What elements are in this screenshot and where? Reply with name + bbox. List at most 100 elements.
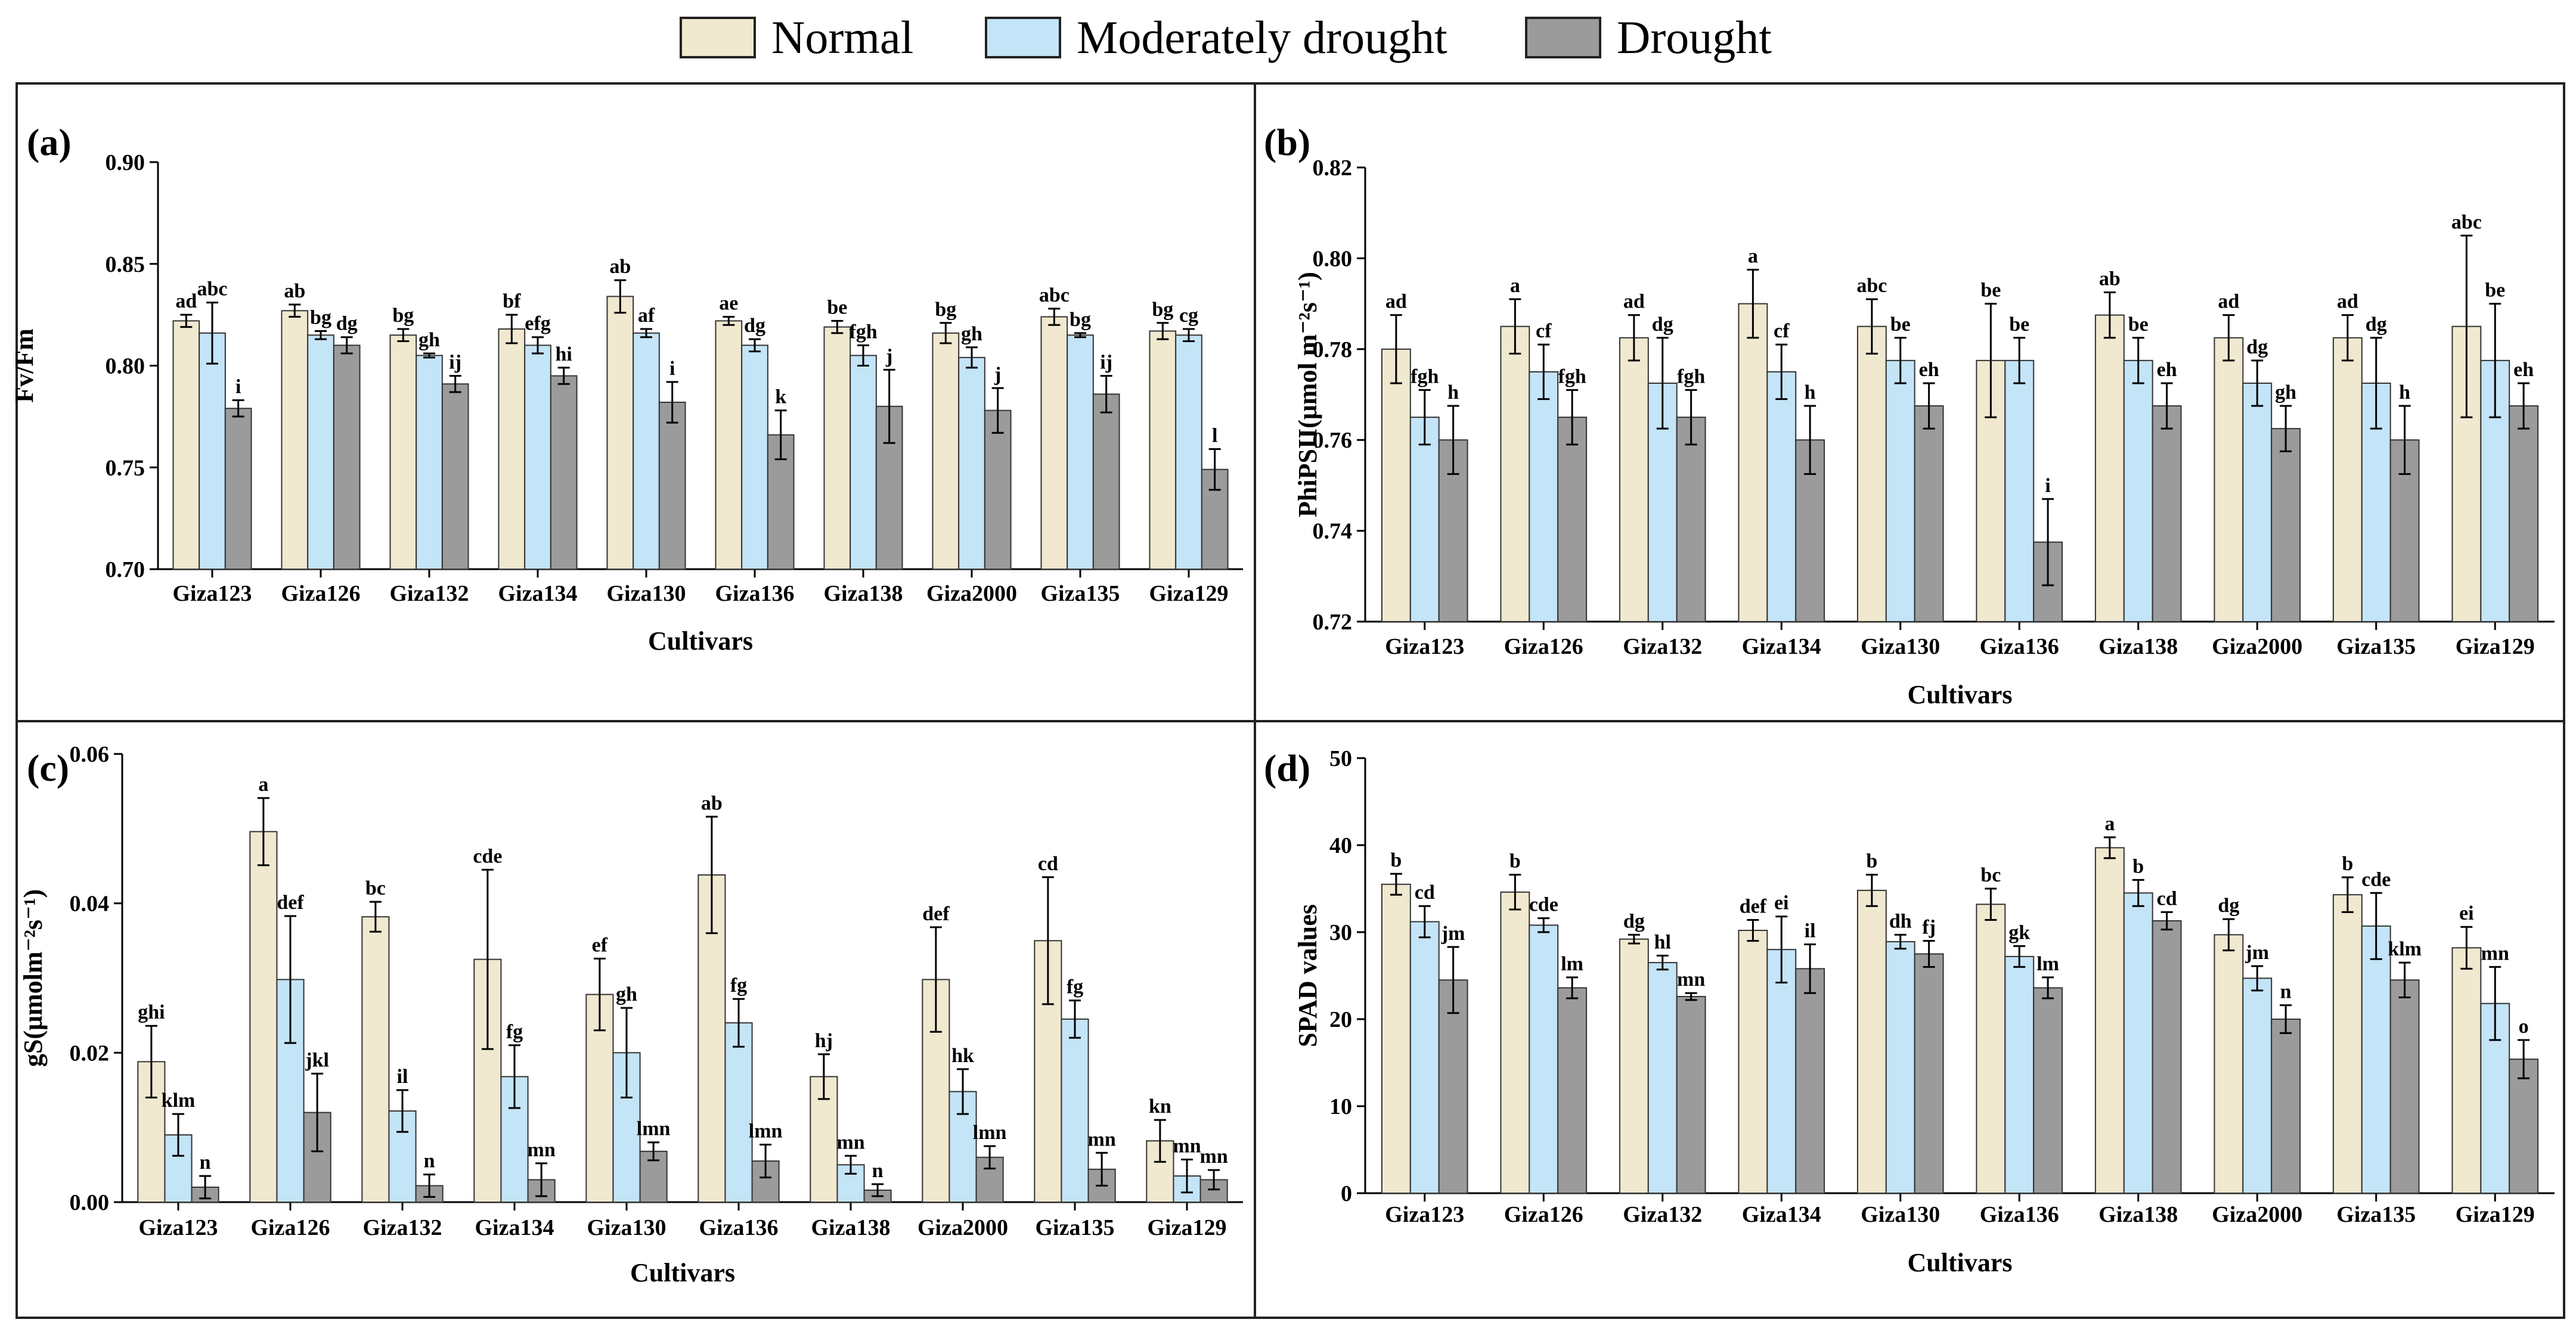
- significance-letter: be: [827, 296, 847, 318]
- x-tick-label: Giza135: [1036, 1215, 1115, 1240]
- significance-letter: ad: [2218, 291, 2239, 313]
- bar: [1619, 337, 1649, 622]
- significance-letter: lm: [1561, 953, 1583, 975]
- legend-label-drought: Drought: [1617, 11, 1772, 63]
- bar: [612, 1052, 641, 1203]
- x-tick-label: Giza132: [1623, 634, 1702, 659]
- bar: [1885, 941, 1915, 1194]
- x-axis-label: Cultivars: [630, 1258, 735, 1287]
- significance-letter: be: [2485, 280, 2505, 302]
- significance-letter: lmn: [749, 1120, 783, 1142]
- x-tick-label: Giza123: [139, 1215, 218, 1240]
- bar: [224, 408, 252, 570]
- y-axis-label: gS(μmolm⁻²s⁻¹): [18, 889, 48, 1067]
- x-tick-label: Giza134: [1742, 634, 1821, 659]
- bar: [724, 1022, 753, 1203]
- bar: [1500, 325, 1530, 622]
- bar: [2123, 892, 2153, 1194]
- significance-letter: eh: [1919, 359, 1939, 381]
- significance-letter: kn: [1149, 1095, 1171, 1118]
- x-tick-label: Giza132: [390, 581, 469, 606]
- significance-letter: b: [1390, 849, 1402, 871]
- x-tick-label: Giza123: [1385, 1202, 1464, 1227]
- x-tick-label: Giza138: [824, 581, 903, 606]
- bar: [1647, 962, 1678, 1194]
- bar: [1067, 334, 1094, 570]
- legend-swatch-drought: [1525, 17, 1601, 58]
- y-tick-label: 0.04: [70, 892, 110, 917]
- significance-letter: abc: [1039, 284, 1070, 306]
- significance-letter: ab: [284, 280, 305, 302]
- y-tick-label: 0.74: [1313, 519, 1353, 544]
- bar: [2242, 382, 2273, 622]
- significance-letter: dh: [1889, 910, 1912, 932]
- bar: [172, 320, 200, 570]
- significance-letter: hj: [815, 1030, 833, 1052]
- bar: [658, 401, 686, 570]
- significance-letter: ef: [592, 934, 608, 956]
- bar: [2123, 359, 2153, 622]
- significance-letter: fgh: [1411, 365, 1439, 387]
- significance-letter: fg: [506, 1021, 523, 1043]
- significance-letter: bf: [503, 290, 521, 312]
- panel-a: (a) 0.70 0.75 0.80 0.85 0.90 Fv/Fm Cultivars Giz…: [10, 121, 1243, 656]
- significance-letter: fgh: [849, 321, 877, 343]
- bar: [984, 409, 1012, 570]
- significance-letter: cd: [1038, 853, 1058, 875]
- y-tick-label: 10: [1329, 1094, 1352, 1119]
- x-axis-label: Cultivars: [648, 626, 753, 656]
- bar: [1409, 921, 1440, 1194]
- significance-letter: def: [1740, 896, 1767, 918]
- significance-letter: abc: [197, 278, 228, 300]
- significance-letter: dg: [1652, 313, 1673, 336]
- x-tick-label: Giza136: [699, 1215, 779, 1240]
- bar: [932, 332, 960, 570]
- significance-letter: n: [872, 1160, 884, 1182]
- significance-letter: a: [2104, 813, 2115, 835]
- significance-letter: ab: [701, 792, 723, 814]
- y-tick-label: 0.00: [70, 1190, 110, 1215]
- bar: [389, 334, 417, 570]
- x-tick-label: Giza2000: [917, 1215, 1008, 1240]
- significance-letter: dg: [2366, 313, 2387, 336]
- bar: [2152, 405, 2182, 622]
- x-tick-label: Giza2000: [2212, 634, 2302, 659]
- significance-letter: cd: [1415, 881, 1435, 904]
- significance-letter: ei: [2459, 902, 2474, 924]
- significance-letter: fgh: [1558, 365, 1586, 387]
- y-tick-label: 0.80: [1313, 246, 1353, 271]
- x-tick-label: Giza138: [811, 1215, 891, 1240]
- figure-frame: [16, 82, 2565, 1319]
- bar: [1647, 382, 1678, 622]
- x-tick-label: Giza126: [1504, 634, 1583, 659]
- significance-letter: dg: [2246, 336, 2268, 358]
- bar: [1557, 417, 1588, 622]
- significance-letter: cg: [1179, 305, 1198, 327]
- significance-letter: k: [775, 386, 786, 408]
- bar: [1914, 953, 1944, 1194]
- significance-letter: ij: [1100, 352, 1112, 374]
- significance-letter: abc: [1856, 275, 1887, 297]
- significance-letter: b: [1866, 850, 1877, 873]
- significance-letter: mn: [1173, 1135, 1201, 1157]
- significance-letter: gh: [616, 983, 637, 1005]
- significance-letter: jm: [2245, 942, 2269, 964]
- x-tick-label: Giza136: [1980, 634, 2059, 659]
- panel-borders: [16, 82, 2565, 1319]
- y-tick-label: 0.72: [1313, 610, 1353, 635]
- significance-letter: j: [994, 364, 1001, 386]
- bar: [1381, 348, 1411, 622]
- y-axis-label: SPAD values: [1293, 904, 1322, 1047]
- y-tick-label: 0.76: [1313, 428, 1353, 453]
- y-axis-label: Fv/Fm: [10, 328, 39, 403]
- significance-letter: gh: [2275, 381, 2296, 403]
- significance-letter: fg: [1067, 976, 1083, 998]
- bar: [361, 916, 390, 1203]
- bar: [333, 344, 361, 570]
- bar: [1438, 979, 1468, 1194]
- x-tick-label: Giza134: [498, 581, 578, 606]
- x-tick-label: Giza134: [475, 1215, 554, 1240]
- significance-letter: o: [2519, 1016, 2529, 1038]
- significance-letter: i: [235, 376, 241, 398]
- significance-letter: h: [1805, 381, 1816, 403]
